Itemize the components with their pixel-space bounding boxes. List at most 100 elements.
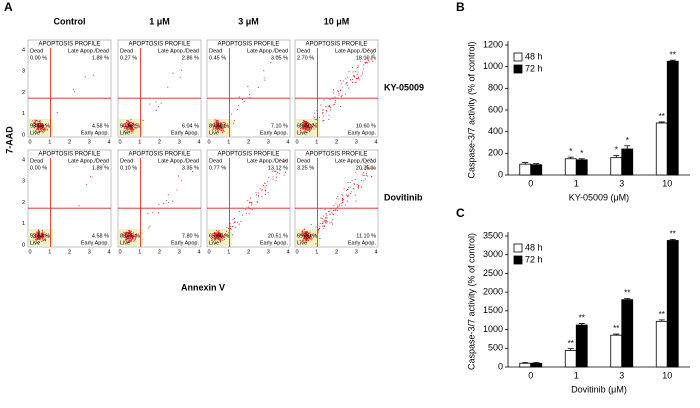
- event-dot: [126, 129, 128, 131]
- event-dot: [307, 231, 309, 233]
- event-dot: [346, 200, 348, 202]
- event-dot: [338, 94, 340, 96]
- event-dot: [303, 122, 305, 124]
- event-dot: [329, 210, 331, 212]
- event-dot: [126, 234, 128, 236]
- event-dot: [323, 219, 325, 221]
- event-dot: [332, 213, 334, 215]
- event-dot: [319, 238, 321, 240]
- event-dot: [224, 122, 226, 124]
- event-dot: [309, 234, 311, 236]
- x-tick-label: 0: [28, 139, 31, 145]
- event-dot: [125, 233, 127, 235]
- event-dot: [129, 230, 131, 232]
- event-dot: [129, 130, 131, 132]
- event-dot: [352, 71, 354, 73]
- event-dot: [127, 230, 129, 232]
- error-bar: [567, 156, 574, 159]
- event-dot: [123, 126, 126, 128]
- event-dot: [302, 233, 305, 235]
- event-dot: [231, 226, 233, 228]
- event-dot: [211, 240, 213, 242]
- event-dot: [129, 123, 131, 125]
- event-dot: [230, 225, 232, 227]
- event-dot: [38, 121, 40, 123]
- event-dot: [125, 238, 127, 241]
- event-dot: [218, 230, 220, 232]
- event-dot: [217, 120, 220, 122]
- event-dot: [234, 221, 236, 223]
- event-dot: [301, 234, 303, 236]
- event-dot: [36, 237, 38, 239]
- quadrant-value: 93.53 %: [30, 123, 50, 129]
- x-tick-label: 3: [619, 178, 624, 188]
- event-dot: [249, 208, 251, 210]
- event-dot: [235, 226, 237, 228]
- event-dot: [220, 129, 222, 131]
- x-tick-label: 10: [662, 178, 672, 188]
- event-dot: [309, 126, 311, 129]
- event-dot: [131, 239, 133, 241]
- event-dot: [215, 242, 217, 244]
- event-dot: [45, 126, 47, 128]
- bar: [655, 122, 668, 176]
- event-dot: [131, 236, 133, 238]
- event-dot: [229, 227, 231, 229]
- event-dot: [128, 237, 130, 239]
- event-dot: [158, 106, 160, 108]
- x-tick-label: 1: [48, 249, 51, 255]
- event-dot: [216, 126, 218, 128]
- event-dot: [367, 60, 369, 62]
- event-dot: [127, 128, 129, 130]
- event-dot: [305, 232, 307, 234]
- significance: **: [613, 324, 619, 333]
- event-dot: [180, 179, 182, 181]
- event-dot: [304, 231, 306, 233]
- quadrant-value: 90.83 %: [120, 123, 140, 129]
- event-dot: [43, 231, 45, 233]
- event-dot: [216, 121, 218, 124]
- event-dot: [34, 233, 36, 235]
- event-dot: [129, 126, 131, 128]
- event-dot: [321, 109, 323, 111]
- event-dot: [127, 234, 129, 236]
- event-dot: [32, 125, 34, 127]
- event-dot: [219, 238, 221, 240]
- event-dot: [309, 235, 312, 237]
- x-tick-label: 4: [374, 139, 377, 145]
- event-dot: [233, 217, 235, 220]
- event-dot: [322, 115, 325, 117]
- quadrant-value: 2.70 %: [297, 55, 314, 61]
- event-dot: [127, 238, 129, 240]
- error-bar: [658, 319, 665, 322]
- event-dot: [177, 175, 179, 177]
- quadrant-name: Late Apop./Dead: [68, 158, 109, 164]
- x-axis-label: KY-05009 (μM): [569, 192, 629, 202]
- event-dot: [218, 237, 220, 239]
- quadrant-value: 88.75 %: [120, 233, 140, 239]
- event-dot: [272, 178, 274, 180]
- event-dot: [36, 126, 38, 128]
- quadrant-name: Early Apop.: [171, 130, 200, 136]
- event-dot: [121, 233, 123, 235]
- event-dot: [224, 233, 226, 236]
- event-dot: [353, 182, 355, 184]
- event-dot: [163, 203, 165, 205]
- event-dot: [263, 184, 265, 187]
- y-tick-label: 600: [488, 104, 503, 114]
- event-dot: [366, 62, 369, 64]
- event-dot: [224, 126, 226, 128]
- y-axis-label: Caspase-3/7 activity (% of control): [466, 233, 476, 370]
- event-dot: [301, 132, 303, 134]
- event-dot: [216, 234, 218, 236]
- event-dot: [36, 236, 38, 238]
- event-dot: [132, 122, 134, 124]
- event-dot: [39, 123, 41, 125]
- event-dot: [219, 232, 221, 234]
- event-dot: [238, 96, 240, 98]
- event-dot: [130, 121, 132, 123]
- event-dot: [346, 189, 348, 191]
- quadrant-value: 4.58 %: [92, 233, 109, 239]
- y-tick-label: 0: [498, 361, 503, 371]
- event-dot: [362, 56, 364, 58]
